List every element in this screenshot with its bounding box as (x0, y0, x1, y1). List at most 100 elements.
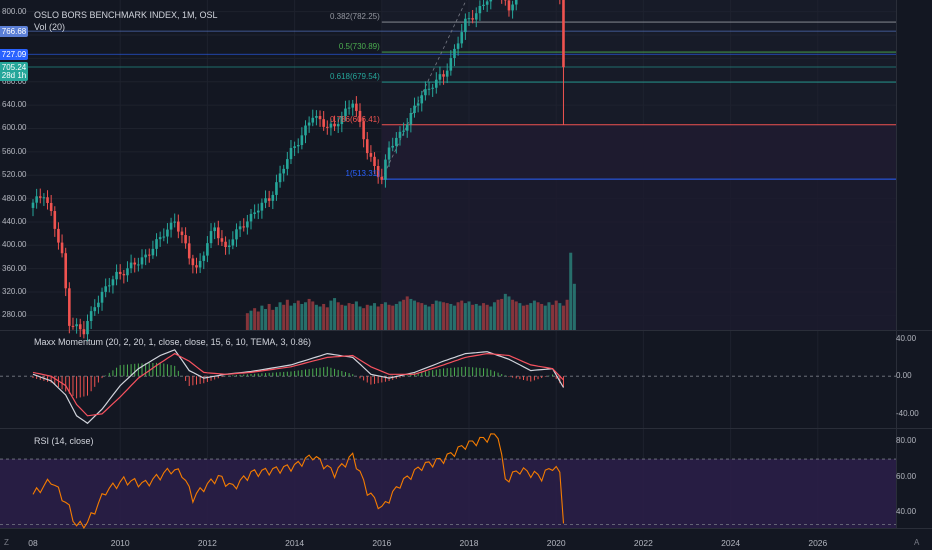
candle-up (391, 137, 394, 152)
candle-up (158, 231, 162, 247)
candle-body (365, 139, 369, 154)
candle-up (351, 99, 355, 116)
candle-down (442, 70, 445, 85)
time-axis-tick: 2026 (808, 538, 828, 548)
candle-body (449, 58, 453, 71)
volume-bar (267, 303, 271, 330)
volume-bar (289, 305, 293, 330)
candle-body (256, 210, 260, 213)
volume-bar (423, 304, 427, 330)
volume-bar (253, 308, 257, 330)
candle-body (147, 254, 151, 256)
candle-body (304, 125, 307, 136)
candle-body (93, 307, 97, 312)
momentum-line-fast (32, 349, 565, 425)
volume-bar (540, 303, 544, 330)
candle-up (340, 111, 344, 133)
volume-bar (264, 309, 268, 330)
price-axis-tick: 360.00 (2, 263, 27, 273)
candle-body (42, 197, 46, 199)
candle-body (340, 116, 344, 125)
fib-label-0-5: 0.5(730.89) (338, 42, 380, 52)
candle-body (344, 108, 347, 117)
candle-up (260, 198, 264, 219)
candle-down (118, 264, 122, 280)
candle-body (166, 229, 169, 237)
momentum-label: Maxx Momentum (20, 2, 20, 1, close, clos… (34, 337, 311, 347)
volume-bar (300, 303, 304, 330)
candle-down (507, 0, 511, 17)
candle-body (369, 153, 373, 157)
candle-body (467, 18, 471, 20)
price-axis-tick: 800.00 (2, 6, 27, 16)
candle-body (482, 4, 485, 6)
candle-down (318, 110, 322, 127)
candle-body (86, 321, 89, 335)
candle-body (180, 231, 184, 236)
candle-body (562, 0, 565, 68)
volume-bar (572, 283, 576, 330)
volume-bar (511, 299, 515, 330)
candle-body (169, 222, 173, 230)
candle-up (227, 239, 231, 255)
candle-down (369, 145, 373, 162)
volume-bar (314, 304, 318, 330)
time-axis-tick: 2018 (459, 538, 479, 548)
volume-bar (293, 303, 297, 330)
candle-body (78, 324, 82, 330)
candle-up (264, 190, 267, 209)
candle-body (198, 260, 202, 268)
candle-down (501, 0, 503, 4)
momentum-axis-tick: -40.00 (896, 408, 919, 418)
zoom-corner-left[interactable]: Z (4, 538, 9, 547)
candle-body (336, 124, 340, 127)
candle-body (71, 325, 75, 327)
candle-up (482, 0, 485, 10)
price-axis-tick: 280.00 (2, 310, 27, 320)
price-axis-tick: 320.00 (2, 287, 27, 297)
volume-bar (449, 303, 453, 330)
price-tag: 766.68 (0, 25, 28, 37)
momentum-axis-tick: 40.00 (896, 333, 917, 343)
candle-up (271, 191, 275, 210)
volume-bar (474, 303, 478, 330)
candle-body (129, 262, 133, 269)
candle-body (195, 265, 198, 268)
candle-body (158, 237, 162, 240)
volume-bar (507, 296, 511, 330)
candle-body (253, 212, 256, 214)
candle-up (296, 138, 300, 154)
candle-up (347, 100, 351, 115)
volume-bar (318, 306, 322, 330)
volume-bar (380, 303, 384, 330)
candle-down (358, 103, 362, 128)
candle-down (71, 317, 75, 330)
fib-zone-bottom (381, 124, 896, 330)
candle-down (191, 254, 195, 274)
candle-body (395, 137, 398, 146)
auto-scale-toggle[interactable]: A (914, 538, 920, 547)
candle-body (464, 18, 467, 33)
candle-down (504, 0, 507, 6)
candle-body (431, 87, 434, 89)
candle-up (140, 249, 144, 269)
time-axis-tick: 2016 (372, 538, 392, 548)
candle-body (358, 110, 362, 122)
rsi-axis-tick: 80.00 (896, 436, 917, 446)
candle-down (147, 248, 151, 263)
volume-bar (387, 304, 391, 330)
candle-up (329, 118, 333, 136)
candle-up (489, 0, 493, 10)
candle-down (78, 318, 82, 337)
candle-body (333, 123, 336, 127)
symbol-title: OSLO BORS BENCHMARK INDEX, 1M, OSL (34, 10, 218, 20)
candle-body (460, 32, 464, 44)
candle-body (347, 107, 351, 109)
candle-up (104, 278, 107, 298)
candle-body (405, 124, 409, 131)
volume-bar (543, 305, 547, 330)
volume-bar (365, 304, 369, 330)
candle-body (485, 1, 489, 5)
candle-body (355, 103, 358, 111)
